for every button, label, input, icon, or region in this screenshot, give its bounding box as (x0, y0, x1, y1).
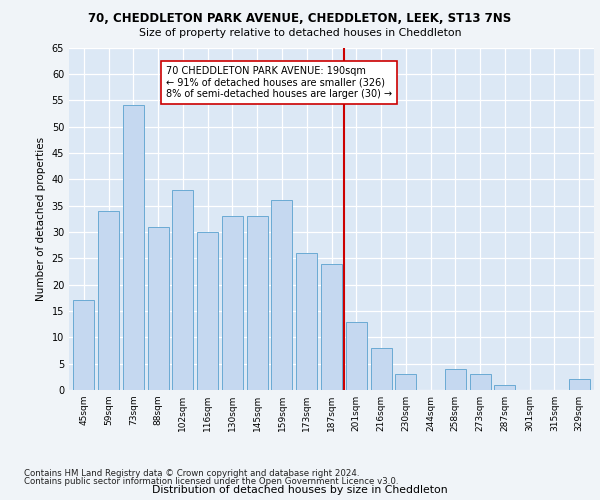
Y-axis label: Number of detached properties: Number of detached properties (36, 136, 46, 301)
Bar (395, 374, 416, 390)
Bar (296, 253, 317, 390)
Bar (445, 369, 466, 390)
Bar (371, 348, 392, 390)
Bar (73, 300, 94, 390)
Bar (470, 374, 491, 390)
Bar (123, 106, 144, 390)
Bar (222, 216, 243, 390)
Bar (321, 264, 342, 390)
Text: Contains public sector information licensed under the Open Government Licence v3: Contains public sector information licen… (24, 477, 398, 486)
Text: Distribution of detached houses by size in Cheddleton: Distribution of detached houses by size … (152, 485, 448, 495)
Text: 70 CHEDDLETON PARK AVENUE: 190sqm
← 91% of detached houses are smaller (326)
8% : 70 CHEDDLETON PARK AVENUE: 190sqm ← 91% … (166, 66, 392, 99)
Bar (148, 226, 169, 390)
Bar (247, 216, 268, 390)
Bar (494, 384, 515, 390)
Bar (197, 232, 218, 390)
Text: Contains HM Land Registry data © Crown copyright and database right 2024.: Contains HM Land Registry data © Crown c… (24, 468, 359, 477)
Bar (569, 380, 590, 390)
Text: 70, CHEDDLETON PARK AVENUE, CHEDDLETON, LEEK, ST13 7NS: 70, CHEDDLETON PARK AVENUE, CHEDDLETON, … (88, 12, 512, 26)
Bar (346, 322, 367, 390)
Bar (271, 200, 292, 390)
Bar (98, 211, 119, 390)
Bar (172, 190, 193, 390)
Text: Size of property relative to detached houses in Cheddleton: Size of property relative to detached ho… (139, 28, 461, 38)
